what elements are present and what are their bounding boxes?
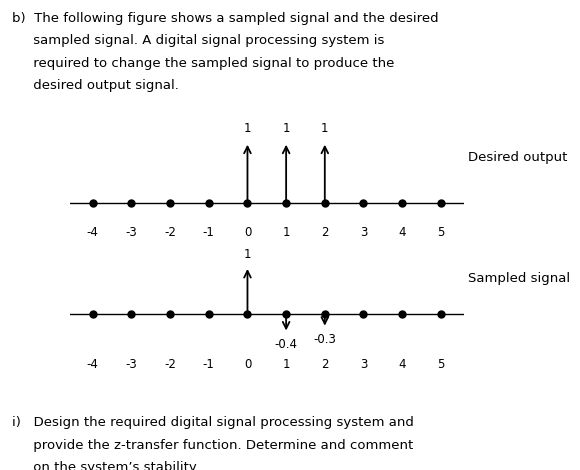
Text: 1: 1 — [282, 122, 290, 135]
Text: desired output signal.: desired output signal. — [12, 79, 179, 93]
Text: 1: 1 — [321, 122, 328, 135]
Text: required to change the sampled signal to produce the: required to change the sampled signal to… — [12, 57, 394, 70]
Text: provide the z-transfer function. Determine and comment: provide the z-transfer function. Determi… — [12, 439, 413, 452]
Text: on the system’s stability.: on the system’s stability. — [12, 461, 198, 470]
Text: 1: 1 — [244, 248, 251, 261]
Text: Desired output: Desired output — [468, 151, 567, 164]
Text: b)  The following figure shows a sampled signal and the desired: b) The following figure shows a sampled … — [12, 12, 438, 25]
Text: 1: 1 — [244, 122, 251, 135]
Text: -0.4: -0.4 — [275, 337, 298, 351]
Text: i)   Design the required digital signal processing system and: i) Design the required digital signal pr… — [12, 416, 414, 429]
Text: sampled signal. A digital signal processing system is: sampled signal. A digital signal process… — [12, 34, 384, 47]
Text: Sampled signal: Sampled signal — [468, 272, 570, 285]
Text: -0.3: -0.3 — [313, 333, 336, 346]
